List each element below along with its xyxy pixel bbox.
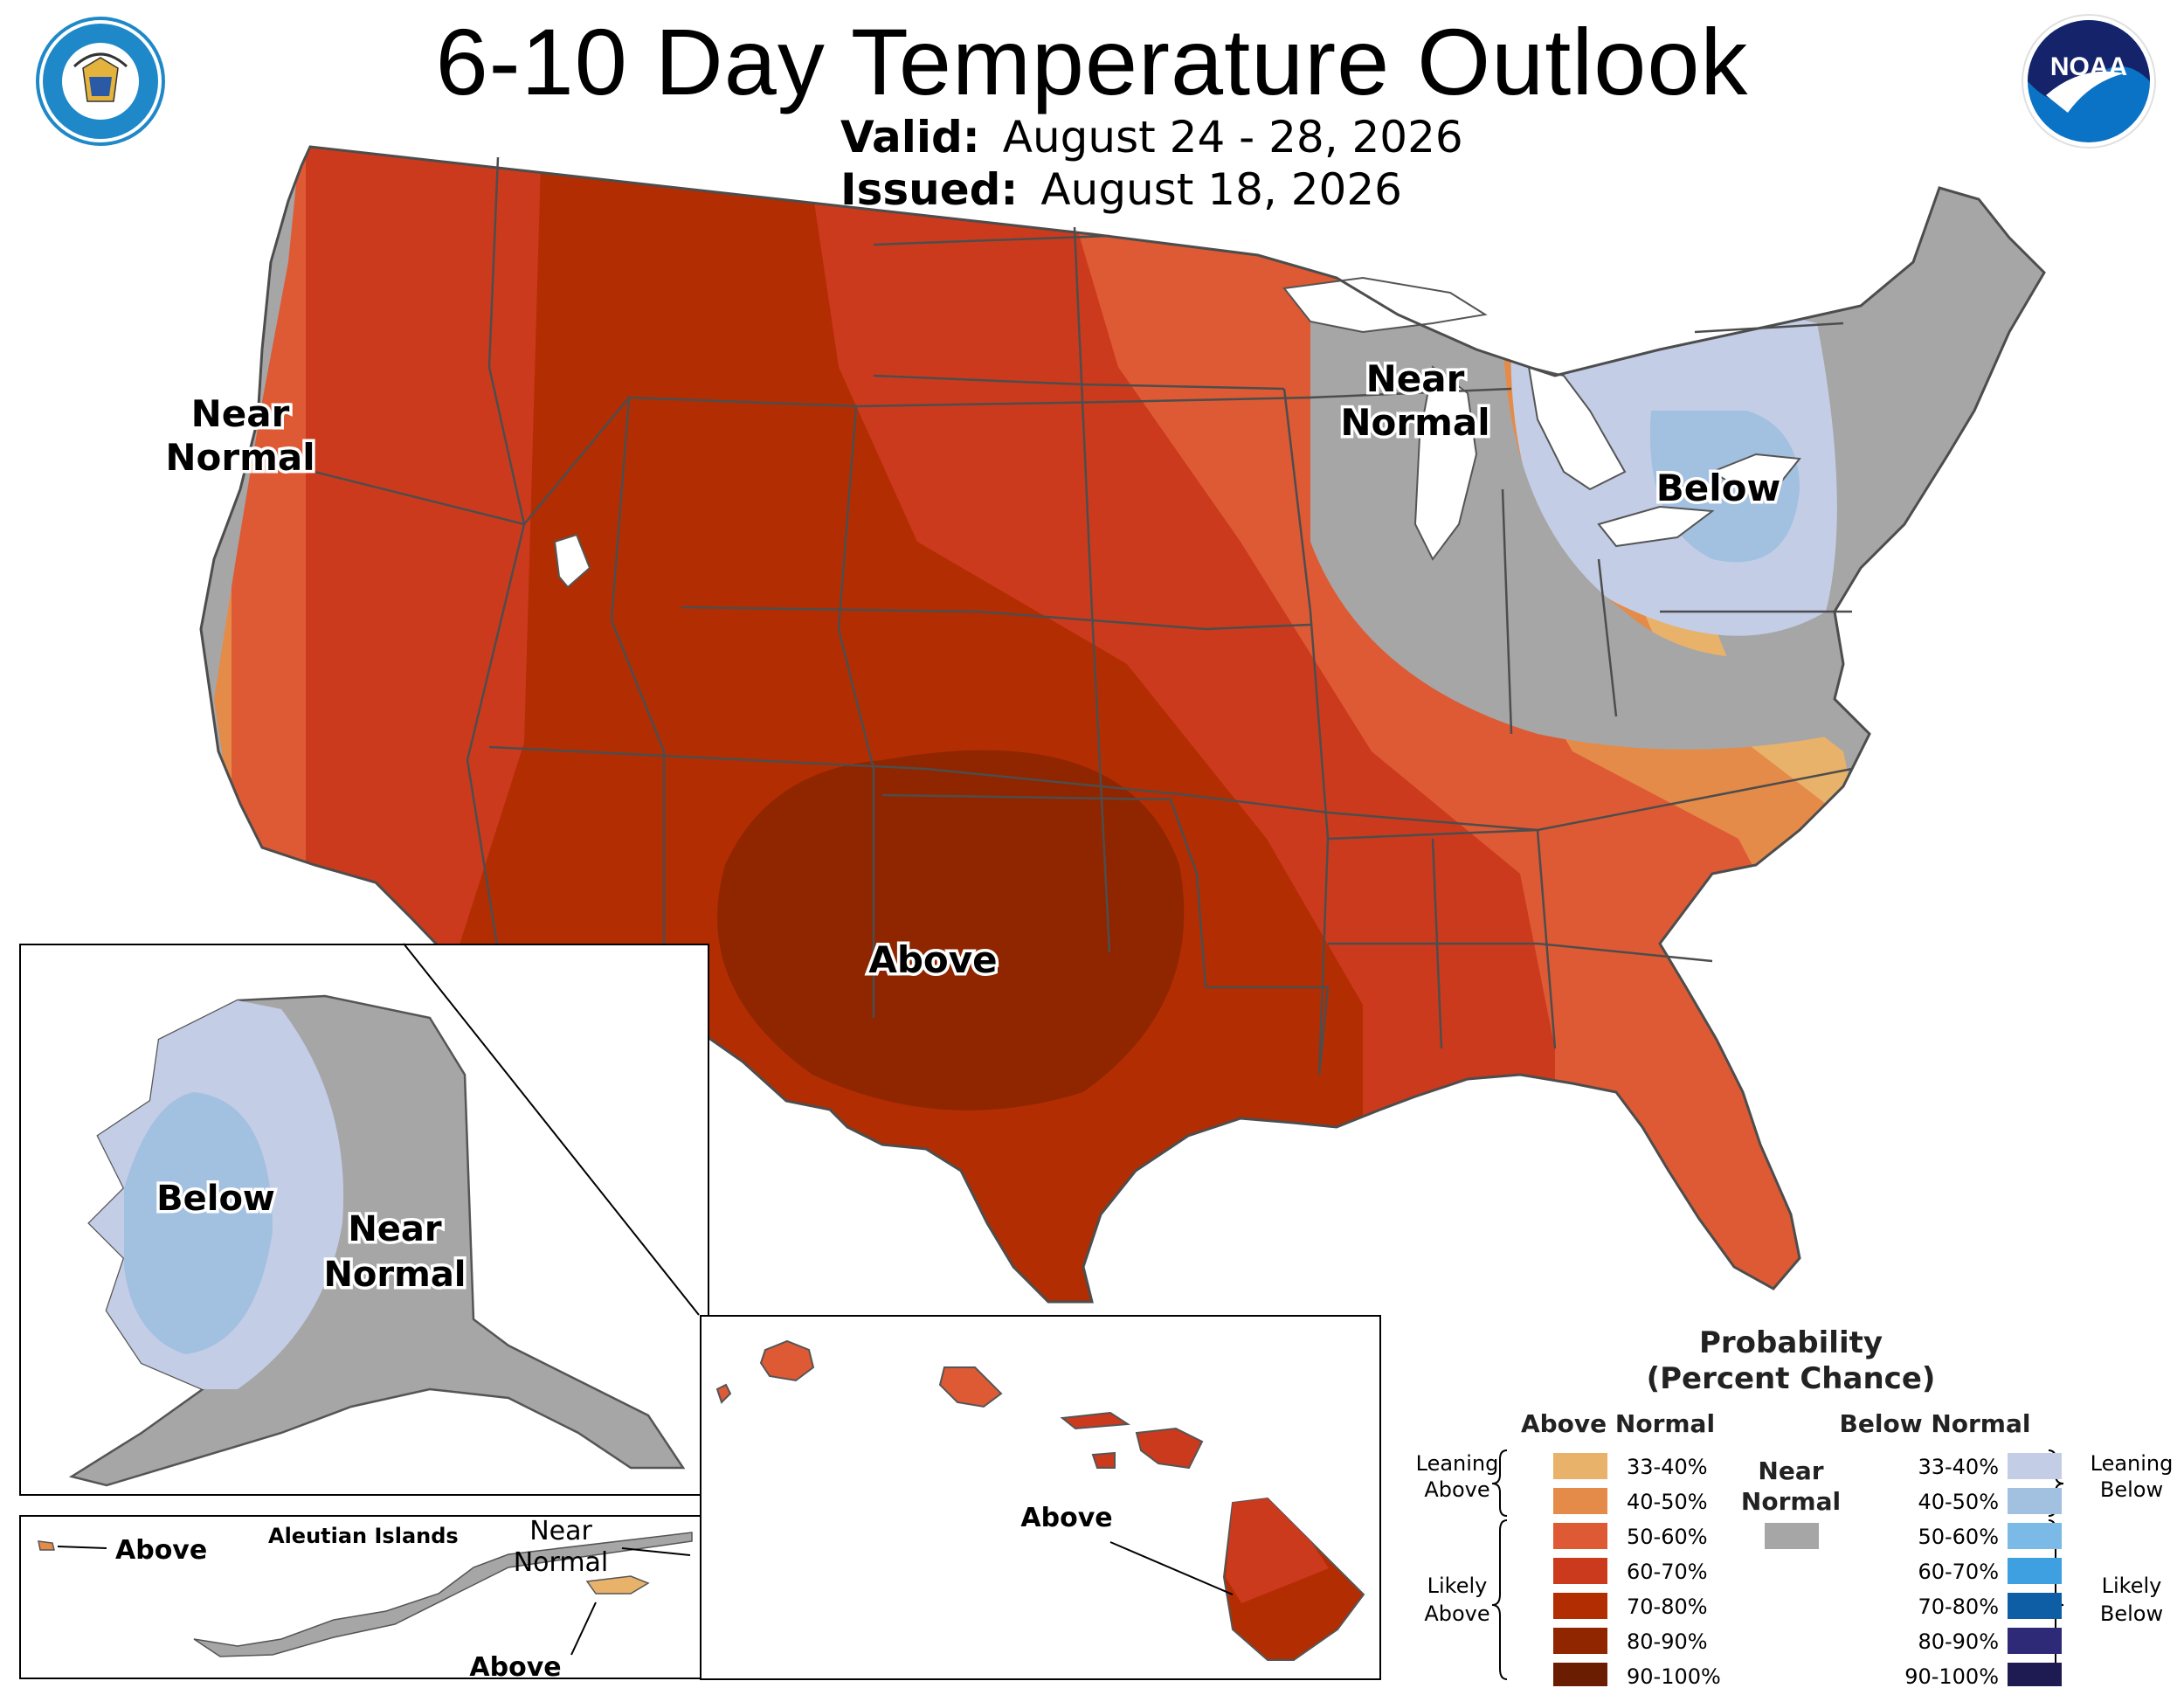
alaska-inset: Below Near Normal <box>19 944 709 1496</box>
valid-label: Valid: <box>840 112 980 163</box>
alaska-below-40-50 <box>124 1092 273 1354</box>
legend-below-label-4: 70-80% <box>1918 1595 1999 1619</box>
legend-above-label-5: 80-90% <box>1627 1629 1708 1654</box>
label-above-south: Above <box>868 938 997 981</box>
legend-likely-below-1: Likely <box>2102 1574 2162 1598</box>
page-title: 6-10 Day Temperature Outlook <box>435 9 1749 114</box>
issued-label: Issued: <box>840 164 1019 215</box>
legend-above-swatch-0 <box>1553 1453 1607 1479</box>
great-lakes <box>553 276 1801 589</box>
label-aleutian-near-normal-1: Near <box>529 1516 592 1546</box>
label-near-normal-lakes-2: Normal <box>1340 401 1489 444</box>
legend-leaning-above-1: Leaning <box>1416 1451 1499 1476</box>
legend-above-swatch-4 <box>1553 1593 1607 1619</box>
legend-leaning-above-2: Above <box>1424 1477 1489 1502</box>
legend-above-label-0: 33-40% <box>1627 1455 1708 1479</box>
hawaii-niihau <box>715 1383 732 1404</box>
label-hawaii-above: Above <box>1020 1503 1112 1533</box>
legend-leaning-below-2: Below <box>2100 1477 2163 1502</box>
label-aleutian-above-west: Above <box>115 1535 207 1566</box>
legend-below-label-5: 80-90% <box>1918 1629 1999 1654</box>
legend-below-rows: 33-40% 40-50% 50-60% 60-70% 70-80% 80-90% 90-1… <box>1904 1453 2062 1686</box>
legend-below-swatch-1 <box>2008 1488 2062 1514</box>
aleutian-inset: Above Aleutian Islands Near Normal Above <box>19 1515 703 1679</box>
label-aleutian-above-east: Above <box>469 1652 561 1679</box>
legend-title-1: Probability <box>1699 1325 1883 1360</box>
svg-text:NOAA: NOAA <box>2050 52 2127 81</box>
brace-likely-above <box>1491 1519 1508 1680</box>
conus-outline <box>199 145 2046 1304</box>
label-near-normal-lakes-1: Near <box>1366 357 1465 400</box>
noaa-logo: NOAA <box>2022 14 2156 149</box>
issued-line: Issued: August 18, 2026 <box>840 164 1402 215</box>
probability-legend: Probability (Percent Chance) Above Norma… <box>1416 1325 2174 1686</box>
legend-title-2: (Percent Chance) <box>1647 1361 1936 1396</box>
label-alaska-below: Below <box>156 1179 275 1219</box>
legend-above-swatch-5 <box>1553 1628 1607 1654</box>
shade-above-80-90 <box>717 750 1185 1110</box>
hawaii-lanai <box>1091 1451 1116 1469</box>
commerce-seal-logo <box>36 17 165 146</box>
legend-below-swatch-3 <box>2008 1558 2062 1584</box>
legend-below-swatch-0 <box>2008 1453 2062 1479</box>
legend-above-label-2: 50-60% <box>1627 1525 1708 1549</box>
label-below-northeast: Below <box>1656 467 1781 509</box>
hawaii-big-island-north <box>1226 1498 1329 1603</box>
label-alaska-near-normal-1: Near <box>348 1209 442 1249</box>
legend-below-label-6: 90-100% <box>1904 1664 1999 1686</box>
label-near-normal-west-1: Near <box>191 392 290 435</box>
state-boundaries <box>296 156 1853 1076</box>
legend-below-swatch-5 <box>2008 1628 2062 1654</box>
legend-above-swatch-1 <box>1553 1488 1607 1514</box>
legend-above-swatch-6 <box>1553 1663 1607 1686</box>
legend-below-swatch-2 <box>2008 1523 2062 1549</box>
legend-below-label-1: 40-50% <box>1918 1490 1999 1514</box>
legend-above-header: Above Normal <box>1521 1409 1715 1438</box>
legend-below-label-2: 50-60% <box>1918 1525 1999 1549</box>
legend-below-swatch-6 <box>2008 1663 2062 1686</box>
label-near-normal-west-2: Normal <box>165 436 314 479</box>
label-alaska-near-normal-2: Normal <box>323 1255 466 1295</box>
label-aleutian-near-normal-2: Normal <box>514 1547 609 1578</box>
legend-above-label-4: 70-80% <box>1627 1595 1708 1619</box>
valid-dates: August 24 - 28, 2026 <box>1002 112 1463 163</box>
hawaii-maui <box>1135 1427 1204 1470</box>
label-aleutian-title: Aleutian Islands <box>268 1524 459 1548</box>
hawaii-oahu <box>938 1366 1003 1408</box>
legend-likely-above-1: Likely <box>1427 1574 1488 1598</box>
issued-date: August 18, 2026 <box>1040 164 1402 215</box>
legend-above-label-3: 60-70% <box>1627 1560 1708 1584</box>
legend-near-header-1: Near <box>1758 1456 1823 1485</box>
legend-near-header-2: Normal <box>1741 1487 1841 1516</box>
legend-below-header: Below Normal <box>1840 1409 2031 1438</box>
legend-below-swatch-4 <box>2008 1593 2062 1619</box>
legend-above-label-1: 40-50% <box>1627 1490 1708 1514</box>
legend-leaning-below-1: Leaning <box>2091 1451 2174 1476</box>
legend-likely-above-2: Above <box>1424 1602 1489 1626</box>
legend-near-normal-swatch <box>1765 1523 1819 1549</box>
legend-below-label-0: 33-40% <box>1918 1455 1999 1479</box>
legend-above-label-6: 90-100% <box>1627 1664 1721 1686</box>
legend-above-swatch-3 <box>1553 1558 1607 1584</box>
legend-likely-below-2: Below <box>2100 1602 2163 1626</box>
hawaii-molokai <box>1060 1411 1130 1430</box>
hawaii-kauai <box>759 1339 815 1382</box>
hawaii-inset: Above <box>700 1315 1381 1680</box>
valid-line: Valid: August 24 - 28, 2026 <box>840 112 1463 163</box>
brace-leaning-above <box>1491 1449 1508 1517</box>
legend-above-swatch-2 <box>1553 1523 1607 1549</box>
legend-above-rows: 33-40% 40-50% 50-60% 60-70% 70-80% 80-90% 90-1… <box>1553 1453 1721 1686</box>
legend-below-label-3: 60-70% <box>1918 1560 1999 1584</box>
